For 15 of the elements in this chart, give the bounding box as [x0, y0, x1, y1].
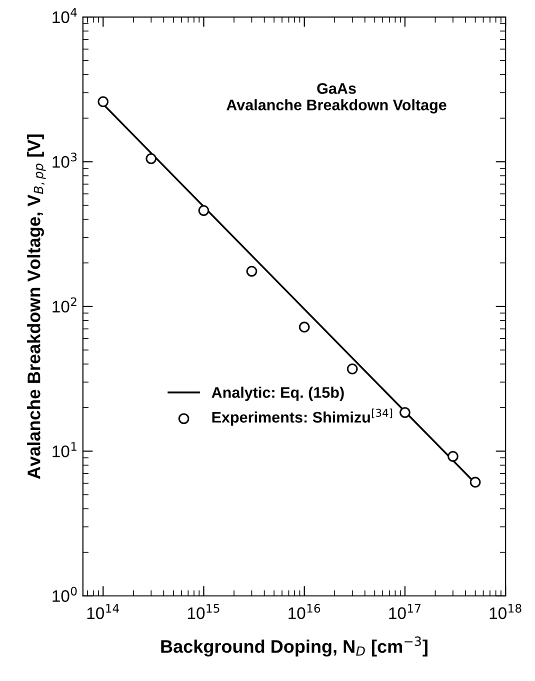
y-tick-label: 10$^{0}$: [52, 586, 77, 602]
x-tick-label: 10$^{17}$: [389, 604, 421, 620]
y-tick-label: 10$^{3}$: [52, 152, 77, 168]
x-axis-title: Background Doping, N$_{D}$ [cm$^{−3}$]: [161, 636, 428, 657]
y-tick-label: 10$^{2}$: [52, 297, 76, 313]
y-tick-label: 10$^{1}$: [52, 442, 76, 458]
legend-label: Experiments: Shimizu$^{[34]}$: [212, 408, 392, 426]
x-tick-label: 10$^{16}$: [288, 604, 320, 620]
x-tick-label: 10$^{15}$: [188, 604, 220, 620]
legend-label: Analytic: Eq. (15b): [212, 386, 344, 401]
x-tick-label: 10$^{14}$: [87, 604, 120, 620]
text: GaAs Avalanche Breakdown Voltage: [226, 83, 446, 114]
y-tick-label: 10$^{4}$: [52, 8, 77, 24]
x-tick-label: 10$^{18}$: [490, 604, 522, 620]
y-axis-title: Avalanche Breakdown Voltage, V$_{B,pp}$ [V]: [27, 134, 46, 479]
